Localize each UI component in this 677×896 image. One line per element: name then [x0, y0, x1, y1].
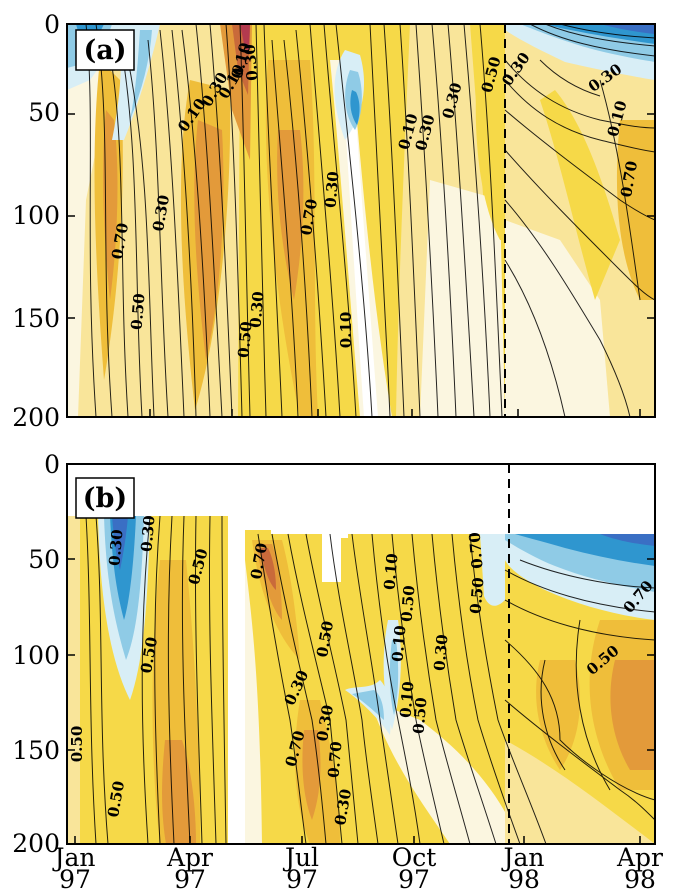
panel-b-ytick-0: 0 [44, 450, 60, 479]
panel-b-clabel-14: 0.70 [465, 531, 486, 569]
panel-b-xtick-month-0: Jan [51, 843, 95, 872]
panel-b-clabel-18: 0.70 [324, 741, 345, 779]
panel-a-label-box [75, 29, 135, 71]
panel-a-clabel-5: 0.50 [234, 321, 255, 359]
panel-b-clabel-0: 0.30 [105, 529, 126, 567]
panel-b-clabel-1: 0.30 [137, 515, 158, 553]
panel-b-ytick-2: 100 [12, 641, 60, 670]
panel-b-clabel-4: 0.50 [68, 726, 86, 763]
panel-b-xtick-month-3: Oct [392, 843, 437, 872]
panel-a-ytick-1: 50 [28, 98, 60, 127]
panel-b-xtick-month-5: Apr [616, 843, 663, 872]
panel-a-clabel-6: 0.30 [246, 291, 267, 329]
panel-b-xtick-year-0: 97 [59, 865, 91, 894]
panel-b-label-box [75, 477, 135, 519]
panel-a-label: (a) [83, 35, 126, 66]
panel-a-clabel-12: 0.10 [337, 312, 355, 349]
panel-b-xtick-year-5: 98 [624, 865, 656, 894]
panel-a-ytick-4: 200 [12, 403, 60, 432]
panel-a-clabel-1: 0.50 [127, 293, 148, 331]
panel-b-x-ticks: Jan 97 Apr 97 Jul 97 Oct 97 Jan 98 Apr 9… [51, 843, 663, 894]
panel-b-xtick-month-2: Jul [282, 843, 319, 872]
panel-b-xtick-year-1: 97 [174, 865, 206, 894]
panel-b-label: (b) [83, 483, 127, 514]
panel-a-ytick-2: 100 [12, 201, 60, 230]
panel-b-clabel-16: 0.10 [396, 681, 417, 719]
panel-a-ytick-3: 150 [12, 304, 60, 333]
panel-b-clabel-15: 0.10 [388, 625, 409, 663]
panel-b-clabel-12: 0.50 [397, 585, 418, 623]
panel-b-xtick-year-3: 97 [398, 865, 430, 894]
panel-b-xtick-year-4: 98 [508, 865, 540, 894]
panel-b-clabel-13: 0.30 [430, 634, 451, 672]
panel-a: (a) 0 50 100 150 200 0.70 0.50 0.30 0.10… [12, 10, 656, 432]
panel-a-clabel-9: 0.30 [240, 43, 261, 81]
panel-a-ytick-0: 0 [44, 10, 60, 39]
panel-b-ytick-4: 200 [12, 829, 60, 858]
panel-b-xtick-year-2: 97 [286, 865, 318, 894]
panel-a-y-ticks: 0 50 100 150 200 [12, 10, 60, 432]
panel-b: (b) 0 50 100 150 200 Jan 97 Apr 97 Jul 9… [12, 450, 663, 894]
panel-b-clabel-17: 0.50 [466, 577, 487, 615]
panel-b-ytick-3: 150 [12, 736, 60, 765]
panel-a-clabel-11: 0.30 [321, 171, 342, 209]
panel-b-xtick-month-4: Jan [500, 843, 544, 872]
panel-b-clabel-11: 0.10 [380, 553, 401, 591]
panel-b-y-ticks: 0 50 100 150 200 [12, 450, 60, 858]
panel-b-ytick-1: 50 [28, 545, 60, 574]
panel-b-clabel-20: 0.50 [409, 697, 430, 735]
panel-b-xtick-month-1: Apr [166, 843, 213, 872]
